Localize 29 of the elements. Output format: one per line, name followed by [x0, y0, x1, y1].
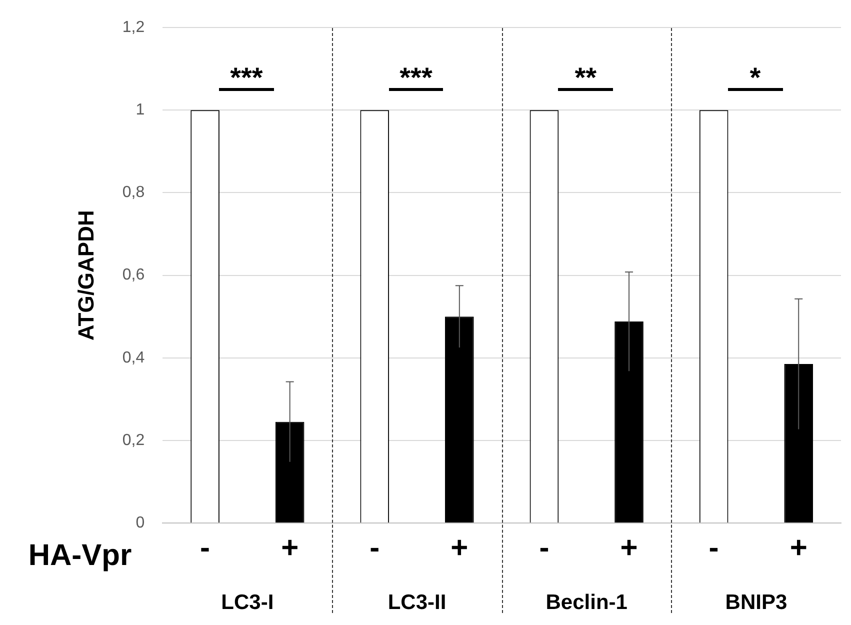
y-tick-label: 1	[136, 102, 145, 119]
x-tick-label: -	[370, 531, 380, 564]
y-tick-label: 1,2	[122, 19, 145, 36]
annotation: **	[574, 62, 597, 94]
text: LC3-I	[221, 591, 274, 615]
x-tick-label: -	[708, 531, 719, 564]
y-tick-label: 0,8	[122, 184, 145, 202]
y-tick-label: 0	[136, 514, 145, 532]
x-tick-label: +	[620, 531, 638, 564]
text: HA-Vpr	[28, 539, 132, 573]
x-tick-label: -	[539, 531, 550, 564]
text: LC3-II	[388, 591, 446, 615]
y-tick-label: 0,6	[122, 266, 145, 284]
annotation: ***	[230, 62, 263, 94]
x-tick-label: +	[281, 531, 299, 564]
bar	[784, 364, 814, 522]
bar	[445, 316, 474, 522]
x-tick-label: -	[200, 531, 210, 564]
text: BNIP3	[725, 591, 788, 615]
y-tick-label: 0,4	[122, 349, 145, 366]
annotation: *	[750, 62, 761, 94]
x-tick-label: +	[790, 531, 808, 564]
bar	[614, 322, 644, 522]
text: Beclin-1	[546, 591, 628, 615]
y-tick-label: 0,2	[122, 432, 145, 449]
x-tick-label: +	[450, 531, 468, 564]
annotation: ***	[400, 62, 432, 94]
bar	[275, 422, 304, 522]
y-axis-title: ATG/GAPDH	[73, 210, 98, 340]
